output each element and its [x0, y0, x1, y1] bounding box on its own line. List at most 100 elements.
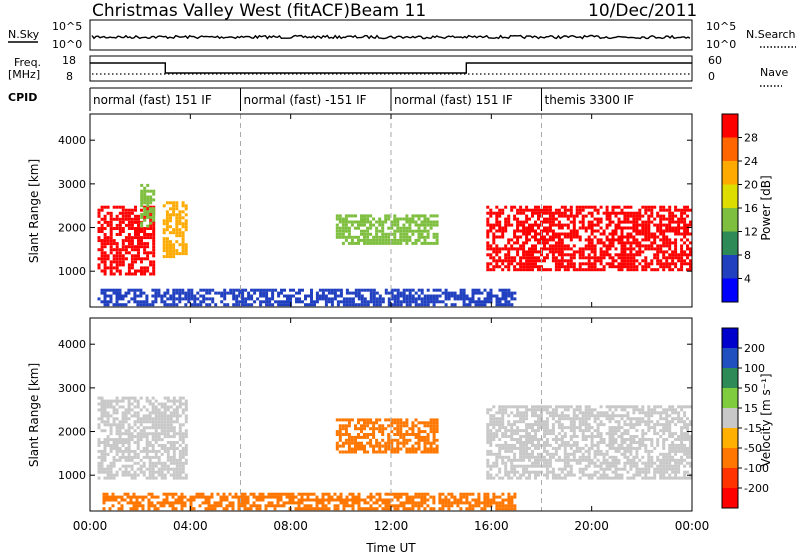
heatmap-cell	[551, 253, 555, 257]
heatmap-cell	[166, 452, 170, 456]
heatmap-cell	[501, 426, 505, 430]
heatmap-cell	[178, 464, 182, 468]
heatmap-cell	[617, 220, 621, 224]
heatmap-cell	[599, 205, 603, 209]
heatmap-cell	[447, 504, 451, 508]
heatmap-cell	[492, 492, 496, 496]
heatmap-cell	[393, 235, 397, 239]
heatmap-cell	[399, 229, 403, 233]
heatmap-cell	[321, 492, 325, 496]
heatmap-cell	[156, 495, 160, 499]
heatmap-cell	[154, 288, 158, 292]
heatmap-cell	[572, 452, 576, 456]
heatmap-cell	[145, 444, 149, 447]
heatmap-cell	[145, 294, 149, 298]
heatmap-cell	[435, 300, 439, 304]
heatmap-cell	[629, 235, 633, 239]
heatmap-cell	[199, 294, 203, 298]
heatmap-cell	[100, 248, 104, 252]
heatmap-cell	[486, 432, 490, 436]
heatmap-cell	[102, 507, 106, 511]
heatmap-cell	[280, 303, 283, 307]
heatmap-cell	[551, 232, 555, 236]
heatmap-cell	[390, 291, 394, 295]
heatmap-cell	[671, 467, 675, 471]
heatmap-cell	[189, 507, 193, 511]
heatmap-cell	[501, 211, 505, 215]
heatmap-cell	[150, 501, 154, 505]
heatmap-cell	[279, 492, 283, 496]
heatmap-cell	[611, 443, 615, 447]
heatmap-cell	[143, 218, 147, 222]
heatmap-cell	[495, 303, 499, 307]
heatmap-cell	[140, 236, 143, 240]
heatmap-cell	[501, 235, 505, 239]
heatmap-cell	[120, 507, 124, 511]
heatmap-cell	[548, 208, 552, 212]
heatmap-cell	[341, 427, 345, 431]
heatmap-cell	[486, 268, 490, 272]
heatmap-cell	[381, 430, 385, 434]
heatmap-cell	[103, 444, 107, 447]
heatmap-cell	[483, 498, 487, 502]
heatmap-cell	[614, 467, 618, 471]
heatmap-cell	[596, 452, 600, 456]
heatmap-cell	[548, 429, 552, 433]
heatmap-cell	[623, 256, 627, 260]
heatmap-cell	[441, 291, 445, 295]
heatmap-cell	[384, 214, 388, 218]
heatmap-cell	[641, 417, 645, 421]
heatmap-cell	[662, 244, 666, 248]
heatmap-cell	[140, 230, 143, 233]
heatmap-cell	[486, 291, 490, 295]
heatmap-cell	[335, 217, 339, 221]
heatmap-cell	[543, 211, 546, 215]
heatmap-cell	[465, 507, 469, 511]
heatmap-cell	[644, 420, 648, 424]
heatmap-cell	[680, 247, 684, 251]
heatmap-cell	[258, 507, 262, 511]
heatmap-cell	[420, 214, 424, 218]
heatmap-cell	[647, 247, 651, 251]
heatmap-cell	[100, 402, 104, 406]
heatmap-cell	[525, 238, 529, 242]
heatmap-cell	[545, 408, 549, 412]
heatmap-cell	[462, 492, 466, 496]
heatmap-cell	[534, 414, 537, 418]
heatmap-cell	[118, 435, 122, 439]
heatmap-cell	[575, 211, 579, 215]
heatmap-cell	[504, 288, 508, 292]
heatmap-cell	[145, 303, 149, 307]
heatmap-cell	[103, 291, 107, 295]
heatmap-cell	[596, 464, 600, 468]
heatmap-cell	[360, 294, 364, 298]
heatmap-cell	[471, 507, 475, 511]
heatmap-cell	[492, 414, 496, 418]
heatmap-cell	[614, 441, 618, 444]
heatmap-cell	[103, 239, 107, 243]
heatmap-cell	[587, 446, 591, 450]
heatmap-cell	[638, 423, 642, 427]
heatmap-cell	[575, 443, 579, 447]
heatmap-cell	[674, 232, 678, 236]
heatmap-cell	[152, 251, 156, 255]
heatmap-cell	[154, 423, 158, 427]
heatmap-cell	[151, 405, 155, 409]
heatmap-cell	[525, 414, 529, 418]
heatmap-cell	[139, 303, 143, 307]
heatmap-cell	[671, 211, 675, 215]
heatmap-cell	[178, 243, 182, 247]
heatmap-cell	[659, 423, 663, 427]
heatmap-cell	[507, 259, 511, 263]
heatmap-cell	[557, 467, 561, 471]
heatmap-cell	[498, 470, 502, 474]
heatmap-cell	[516, 432, 520, 436]
heatmap-cell	[507, 294, 511, 298]
heatmap-cell	[100, 208, 104, 212]
heatmap-cell	[181, 204, 185, 208]
heatmap-cell	[444, 291, 448, 295]
heatmap-cell	[350, 450, 354, 454]
heatmap-cell	[184, 408, 188, 412]
heatmap-cell	[492, 417, 496, 421]
